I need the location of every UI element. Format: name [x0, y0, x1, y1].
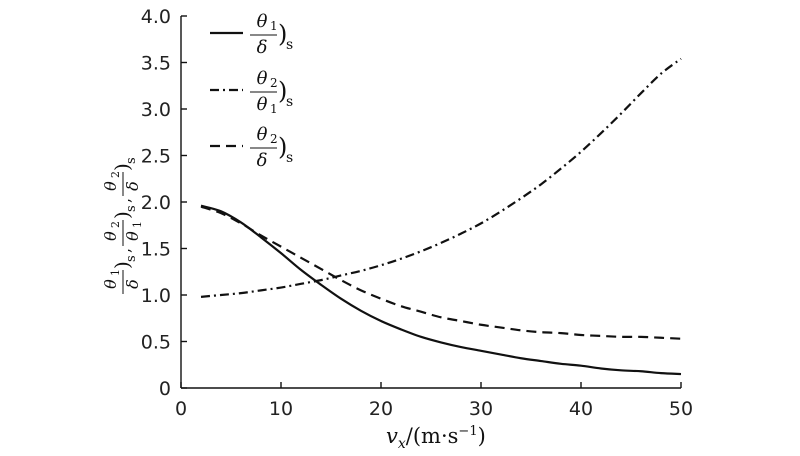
- series-layer: [200, 57, 682, 376]
- legend-entry-theta2-theta1: θ 2 θ 1 ) s: [210, 68, 293, 116]
- svg-text:s: s: [124, 157, 139, 164]
- x-tick-label: 50: [669, 398, 693, 420]
- y-tick-label: 3.5: [141, 53, 171, 75]
- x-tick-label: 20: [369, 398, 393, 420]
- y-tick-label: 4.0: [141, 6, 171, 28]
- svg-text:s: s: [124, 255, 139, 262]
- svg-text:θ: θ: [101, 181, 120, 191]
- x-tick-label: 0: [175, 398, 187, 420]
- svg-text:1: 1: [109, 269, 122, 276]
- y-label-term-3: θ 2 δ ) s: [101, 157, 142, 196]
- svg-text:δ: δ: [123, 279, 142, 289]
- svg-text:θ: θ: [257, 94, 268, 115]
- series-line-theta1-over-delta: [200, 204, 682, 376]
- legend-entry-theta2-delta: θ 2 δ ) s: [210, 124, 293, 171]
- series-line-theta2-over-theta1: [200, 57, 682, 298]
- legend-entry-theta1-delta: θ 1 δ ) s: [210, 11, 293, 58]
- svg-text:s: s: [286, 37, 293, 53]
- y-tick-label: 3.0: [141, 99, 171, 121]
- x-axis-label: vx/(m·s−1): [386, 424, 486, 452]
- svg-text:): ): [110, 261, 134, 269]
- svg-text:): ): [278, 20, 287, 48]
- svg-text:2: 2: [109, 221, 122, 228]
- svg-text:θ: θ: [257, 124, 268, 145]
- x-tick-label: 30: [469, 398, 493, 420]
- svg-text:δ: δ: [123, 181, 142, 191]
- svg-text:1: 1: [131, 221, 144, 228]
- y-tick-label: 1.0: [141, 285, 171, 307]
- svg-text:θ: θ: [257, 68, 268, 89]
- svg-text:s: s: [286, 150, 293, 166]
- y-ticks: 0 0.5 1.0 1.5 2.0 2.5 3.0 3.5 4.0: [141, 6, 187, 400]
- y-axis-label: θ 1 δ ) s , θ 2 θ 1 ) s , θ 2 δ ) s: [101, 157, 144, 294]
- x-tick-label: 40: [569, 398, 593, 420]
- svg-text:θ: θ: [101, 231, 120, 241]
- x-ticks: 0 10 20 30 40 50: [175, 382, 693, 420]
- svg-text:θ: θ: [123, 231, 142, 241]
- svg-text:δ: δ: [257, 37, 268, 58]
- y-tick-label: 1.5: [141, 239, 171, 261]
- y-tick-label: 2.0: [141, 192, 171, 214]
- svg-text:,: ,: [115, 248, 134, 253]
- svg-text:2: 2: [109, 171, 122, 178]
- svg-text:s: s: [124, 205, 139, 212]
- svg-text:): ): [110, 211, 134, 219]
- svg-text:1: 1: [270, 19, 278, 33]
- svg-text:2: 2: [270, 76, 278, 90]
- x-tick-label: 10: [269, 398, 293, 420]
- svg-text:): ): [110, 163, 134, 171]
- svg-text:θ: θ: [257, 11, 268, 32]
- y-label-term-1: θ 1 δ ) s ,: [101, 248, 142, 294]
- y-tick-label: 0: [159, 378, 171, 400]
- svg-text:1: 1: [270, 102, 278, 116]
- svg-text:s: s: [286, 94, 293, 110]
- svg-text:): ): [278, 133, 287, 161]
- svg-text:): ): [278, 77, 287, 105]
- svg-text:δ: δ: [257, 150, 268, 171]
- y-tick-label: 2.5: [141, 146, 171, 168]
- svg-text:,: ,: [115, 198, 134, 203]
- series-line-theta2-over-delta: [200, 205, 682, 340]
- y-label-term-2: θ 2 θ 1 ) s ,: [101, 198, 144, 246]
- svg-text:θ: θ: [101, 279, 120, 289]
- svg-text:2: 2: [270, 132, 278, 146]
- legend: θ 1 δ ) s θ 2 θ 1 ) s θ 2 δ ) s: [210, 11, 293, 171]
- y-tick-label: 0.5: [141, 332, 171, 354]
